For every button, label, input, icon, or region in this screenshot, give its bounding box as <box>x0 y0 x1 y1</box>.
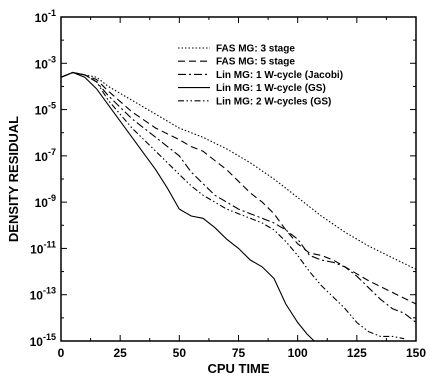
y-tick-base: 10 <box>30 242 44 256</box>
x-tick-label: 25 <box>113 346 127 360</box>
y-tick-label: 10-15 <box>30 332 56 349</box>
legend: FAS MG: 3 stage FAS MG: 5 stage Lin MG: 1 … <box>178 44 343 107</box>
y-tick-label: 10-13 <box>30 286 56 303</box>
y-tick-base: 10 <box>35 11 49 25</box>
series-layer <box>61 71 416 341</box>
legend-label-1: FAS MG: 3 stage <box>216 44 295 55</box>
legend-label-5: Lin MG: 2 W-cycles (GS) <box>216 96 331 107</box>
series-line-2 <box>61 71 416 305</box>
y-tick-exponent: -13 <box>43 286 56 296</box>
y-tick-exponent: -15 <box>43 332 56 342</box>
x-axis-ticks: 0 25 50 75 100 125 150 <box>58 17 426 360</box>
y-tick-label: 10-9 <box>35 193 56 210</box>
x-tick-label: 150 <box>406 346 426 360</box>
y-tick-base: 10 <box>30 335 44 349</box>
y-tick-label: 10-7 <box>35 147 56 164</box>
x-tick-label: 125 <box>347 346 367 360</box>
series-line-1 <box>61 71 416 270</box>
y-tick-base: 10 <box>35 196 49 210</box>
x-axis-title: CPU TIME <box>207 361 269 376</box>
y-tick-base: 10 <box>35 57 49 71</box>
y-tick-exponent: -7 <box>48 147 56 157</box>
y-axis-title: DENSITY RESIDUAL <box>6 116 21 242</box>
y-tick-label: 10-11 <box>30 239 56 256</box>
series-line-3 <box>61 71 416 323</box>
y-tick-base: 10 <box>35 150 49 164</box>
legend-label-3: Lin MG: 1 W-cycle (Jacobi) <box>216 70 343 81</box>
x-tick-label: 50 <box>173 346 187 360</box>
y-tick-label: 10-5 <box>35 101 56 118</box>
y-tick-label: 10-1 <box>35 8 56 25</box>
y-tick-label: 10-3 <box>35 54 56 71</box>
y-tick-exponent: -3 <box>48 54 56 64</box>
y-tick-exponent: -1 <box>48 8 56 18</box>
x-tick-label: 0 <box>58 346 65 360</box>
y-tick-exponent: -5 <box>48 101 56 111</box>
legend-label-2: FAS MG: 5 stage <box>216 57 295 68</box>
y-tick-base: 10 <box>30 289 44 303</box>
y-tick-base: 10 <box>35 104 49 118</box>
series-line-5 <box>61 71 405 340</box>
legend-label-4: Lin MG: 1 W-cycle (GS) <box>216 83 326 94</box>
series-line-4 <box>61 71 315 341</box>
x-tick-label: 75 <box>232 346 246 360</box>
y-tick-exponent: -11 <box>43 239 56 249</box>
x-tick-label: 100 <box>288 346 308 360</box>
y-tick-exponent: -9 <box>48 193 56 203</box>
